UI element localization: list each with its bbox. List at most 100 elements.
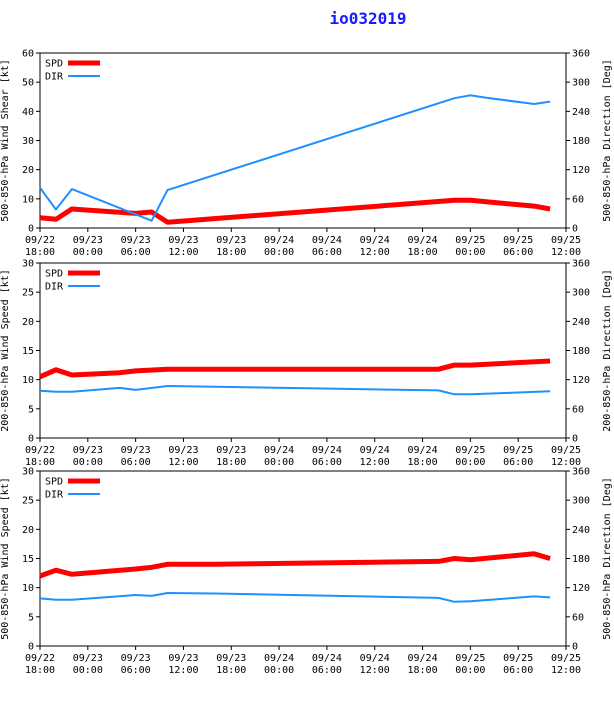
right-tick-label: 360 <box>572 467 590 478</box>
x-tick-time: 12:00 <box>360 247 390 258</box>
x-tick-time: 06:00 <box>503 247 533 258</box>
x-tick-time: 06:00 <box>121 457 151 468</box>
left-tick-label: 10 <box>22 583 34 594</box>
x-tick-date: 09/23 <box>121 653 151 664</box>
x-tick-date: 09/22 <box>25 653 55 664</box>
x-tick-date: 09/24 <box>360 235 390 246</box>
x-tick-date: 09/25 <box>551 235 581 246</box>
x-tick-time: 00:00 <box>73 665 103 676</box>
x-tick-time: 12:00 <box>168 457 198 468</box>
legend-label-spd: SPD <box>45 477 63 488</box>
x-tick-date: 09/24 <box>264 445 294 456</box>
x-tick-time: 12:00 <box>168 665 198 676</box>
x-tick-time: 00:00 <box>455 247 485 258</box>
right-tick-label: 60 <box>572 612 584 623</box>
x-tick-date: 09/23 <box>168 653 198 664</box>
x-tick-time: 06:00 <box>312 665 342 676</box>
x-tick-time: 00:00 <box>455 457 485 468</box>
x-tick-time: 00:00 <box>264 247 294 258</box>
x-tick-time: 12:00 <box>360 665 390 676</box>
legend-label-spd: SPD <box>45 59 63 70</box>
x-tick-time: 06:00 <box>312 247 342 258</box>
legend-label-dir: DIR <box>45 282 64 293</box>
x-tick-date: 09/24 <box>312 653 342 664</box>
x-tick-date: 09/24 <box>264 235 294 246</box>
left-tick-label: 60 <box>22 49 34 60</box>
chart-title: io032019 <box>329 9 406 28</box>
left-tick-label: 5 <box>28 612 34 623</box>
x-tick-time: 18:00 <box>407 457 437 468</box>
right-tick-label: 180 <box>572 346 590 357</box>
left-tick-label: 50 <box>22 78 34 89</box>
right-tick-label: 240 <box>572 525 590 536</box>
x-tick-date: 09/24 <box>407 445 437 456</box>
x-tick-date: 09/23 <box>73 445 103 456</box>
x-tick-date: 09/24 <box>360 653 390 664</box>
right-tick-label: 180 <box>572 136 590 147</box>
right-tick-label: 240 <box>572 317 590 328</box>
x-tick-time: 18:00 <box>25 665 55 676</box>
x-tick-date: 09/25 <box>503 445 533 456</box>
right-tick-label: 360 <box>572 49 590 60</box>
x-tick-date: 09/25 <box>551 445 581 456</box>
right-tick-label: 300 <box>572 496 590 507</box>
legend-label-dir: DIR <box>45 72 64 83</box>
series-line-spd <box>39 551 551 579</box>
x-tick-date: 09/23 <box>216 445 246 456</box>
x-tick-date: 09/23 <box>168 235 198 246</box>
right-tick-label: 60 <box>572 404 584 415</box>
left-tick-label: 5 <box>28 404 34 415</box>
x-tick-time: 06:00 <box>503 665 533 676</box>
left-tick-label: 15 <box>22 554 34 565</box>
x-tick-date: 09/22 <box>25 445 55 456</box>
series-line-spd <box>39 197 551 225</box>
left-tick-label: 40 <box>22 107 34 118</box>
x-tick-time: 12:00 <box>168 247 198 258</box>
x-tick-date: 09/24 <box>312 235 342 246</box>
x-tick-date: 09/23 <box>73 235 103 246</box>
left-tick-label: 0 <box>28 224 34 235</box>
left-tick-label: 25 <box>22 496 34 507</box>
x-tick-date: 09/25 <box>455 235 485 246</box>
left-tick-label: 10 <box>22 375 34 386</box>
x-tick-time: 18:00 <box>407 665 437 676</box>
left-tick-label: 10 <box>22 194 34 205</box>
x-tick-time: 06:00 <box>121 665 151 676</box>
series-line-dir <box>39 592 551 603</box>
left-tick-label: 15 <box>22 346 34 357</box>
left-tick-label: 20 <box>22 525 34 536</box>
left-tick-label: 30 <box>22 259 34 270</box>
x-tick-time: 18:00 <box>25 457 55 468</box>
x-tick-date: 09/25 <box>551 653 581 664</box>
x-tick-time: 18:00 <box>216 247 246 258</box>
right-tick-label: 120 <box>572 375 590 386</box>
x-tick-date: 09/25 <box>455 445 485 456</box>
left-tick-label: 0 <box>28 434 34 445</box>
right-tick-label: 0 <box>572 642 578 653</box>
x-tick-time: 06:00 <box>312 457 342 468</box>
x-tick-date: 09/23 <box>216 653 246 664</box>
right-tick-label: 120 <box>572 165 590 176</box>
x-tick-time: 00:00 <box>264 457 294 468</box>
x-tick-date: 09/25 <box>503 235 533 246</box>
series-line-spd <box>38 358 551 380</box>
series-line-dir <box>39 385 551 396</box>
plot-frame <box>39 262 567 439</box>
x-tick-date: 09/24 <box>360 445 390 456</box>
x-tick-date: 09/24 <box>264 653 294 664</box>
x-tick-time: 00:00 <box>73 457 103 468</box>
x-tick-date: 09/24 <box>407 235 437 246</box>
right-tick-label: 60 <box>572 194 584 205</box>
y-axis-label-left: 500-850-hPa Wind Shear [kt] <box>0 59 11 222</box>
x-tick-date: 09/23 <box>216 235 246 246</box>
x-tick-time: 06:00 <box>121 247 151 258</box>
x-tick-time: 12:00 <box>551 665 581 676</box>
left-tick-label: 20 <box>22 317 34 328</box>
y-axis-label-left: 200-850-hPa Wind Speed [kt] <box>0 269 11 432</box>
right-tick-label: 0 <box>572 434 578 445</box>
x-tick-time: 12:00 <box>360 457 390 468</box>
right-tick-label: 360 <box>572 259 590 270</box>
x-tick-time: 18:00 <box>216 665 246 676</box>
left-tick-label: 30 <box>22 467 34 478</box>
